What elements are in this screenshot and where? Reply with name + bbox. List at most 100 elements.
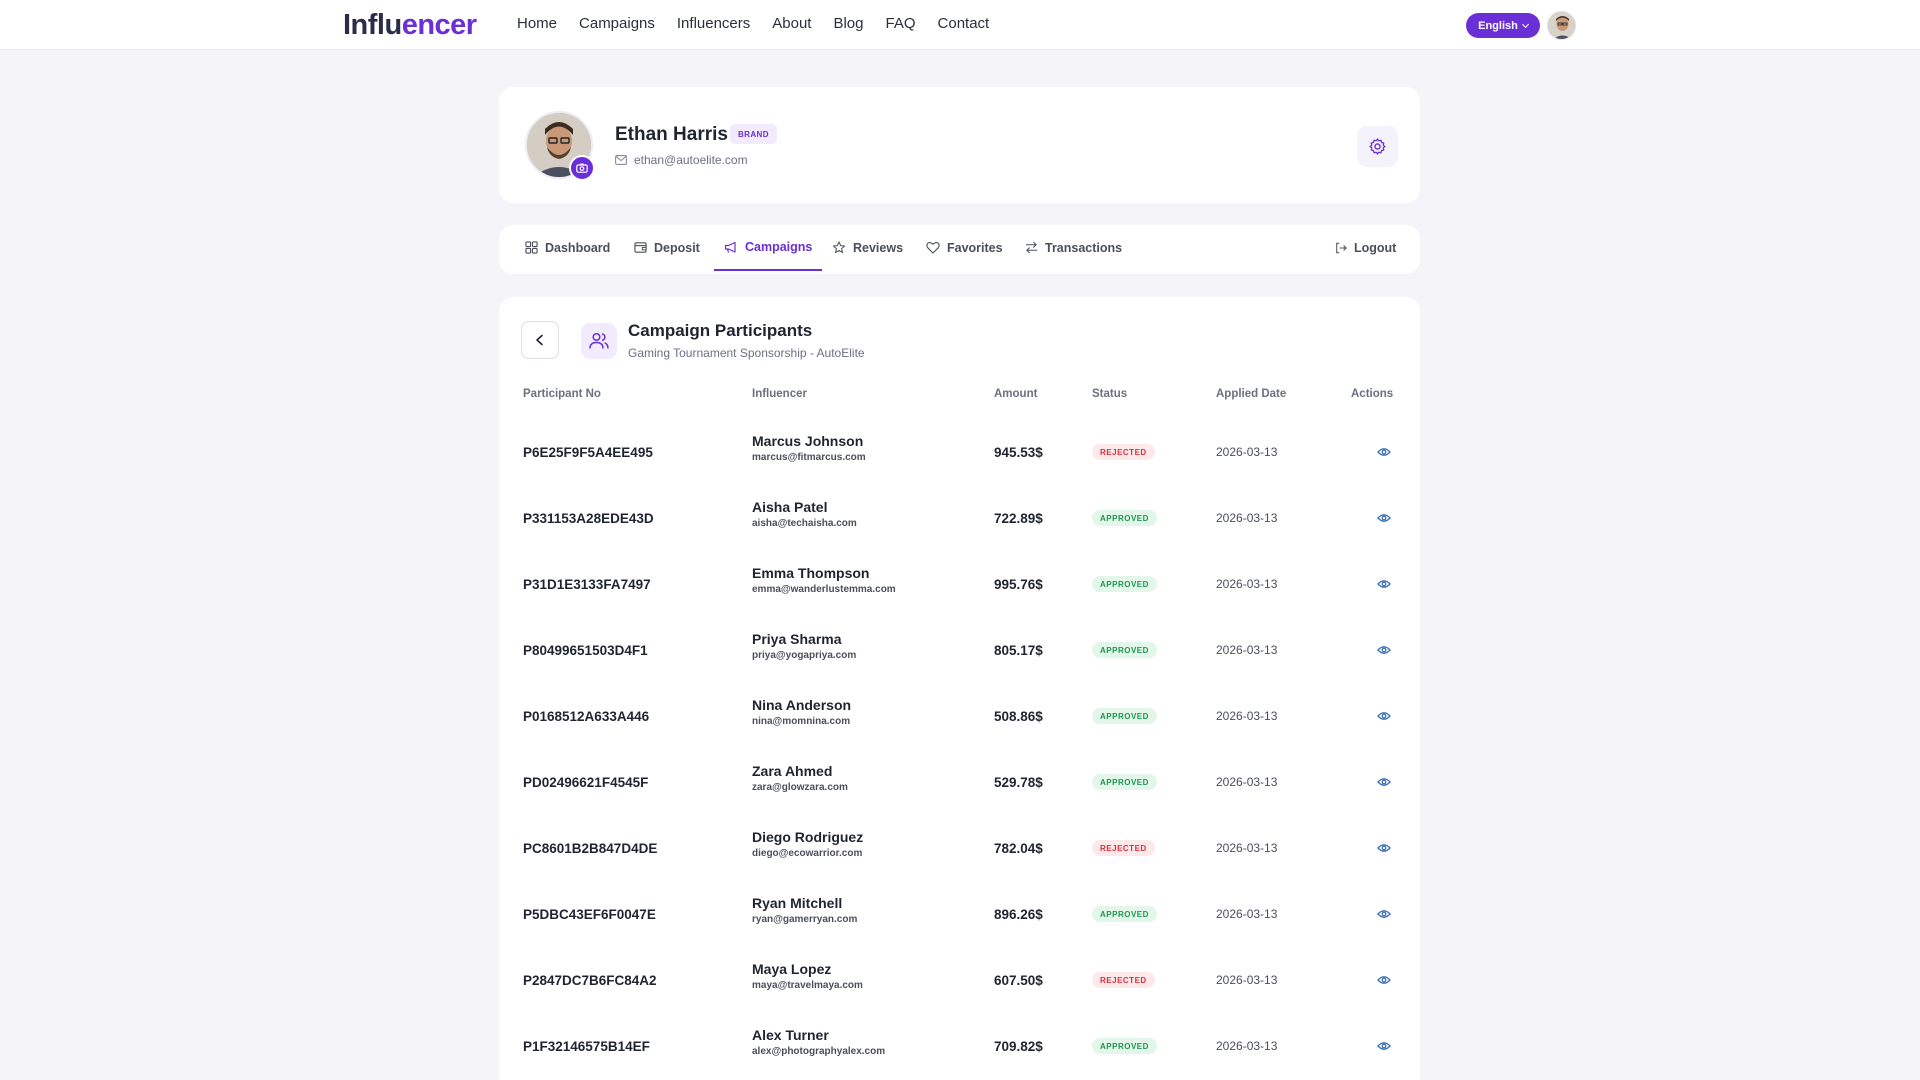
column-header-influencer[interactable]: Influencer [752,388,807,400]
participant-no: P31D1E3133FA7497 [523,576,651,592]
view-participant-button[interactable] [1376,445,1392,459]
table-row: P331153A28EDE43D Aisha Patel aisha@techais… [499,485,1420,551]
applied-date: 2026-03-13 [1216,973,1278,987]
tab-deposit[interactable]: Deposit [634,225,700,270]
role-badge: BRAND [730,124,777,144]
nav-blog[interactable]: Blog [833,15,864,32]
view-participant-button[interactable] [1376,775,1392,789]
nav-home[interactable]: Home [517,15,558,32]
arrows-icon [1025,241,1038,254]
influencer-email: priya@yogapriya.com [752,650,857,661]
user-avatar[interactable] [1547,11,1576,40]
column-header-participant-no[interactable]: Participant No [523,388,601,400]
settings-button[interactable] [1357,126,1398,167]
influencer-cell: Zara Ahmed zara@glowzara.com [752,763,848,793]
nav-about[interactable]: About [772,15,812,32]
tab-favorites[interactable]: Favorites [926,225,1003,270]
status-badge: REJECTED [1092,840,1155,856]
view-participant-button[interactable] [1376,1039,1392,1053]
influencer-name[interactable]: Zara Ahmed [752,763,833,779]
main-nav: Home Campaigns Influencers About Blog FA… [517,15,989,32]
eye-icon [1377,844,1391,852]
column-header-applied-date[interactable]: Applied Date [1216,388,1287,400]
influencer-cell: Emma Thompson emma@wanderlustemma.com [752,565,896,595]
influencer-cell: Ryan Mitchell ryan@gamerryan.com [752,895,857,925]
column-header-amount[interactable]: Amount [994,388,1038,400]
participants-subtitle: Gaming Tournament Sponsorship - AutoElit… [628,346,865,360]
influencer-email: maya@travelmaya.com [752,980,863,991]
influencer-email: diego@ecowarrior.com [752,848,863,859]
influencer-email: marcus@fitmarcus.com [752,452,866,463]
influencer-cell: Alex Turner alex@photographyalex.com [752,1027,885,1057]
status-badge: APPROVED [1092,774,1157,790]
mail-icon [615,155,627,165]
table-row: P5DBC43EF6F0047E Ryan Mitchell ryan@gamerr… [499,881,1420,947]
influencer-name[interactable]: Alex Turner [752,1027,829,1043]
participants-card: Campaign Participants Gaming Tournament … [499,297,1420,1080]
participants-title-icon-box [581,323,617,359]
view-participant-button[interactable] [1376,709,1392,723]
influencer-name[interactable]: Marcus Johnson [752,433,864,449]
amount: 607.50$ [994,972,1043,988]
applied-date: 2026-03-13 [1216,445,1278,459]
nav-contact[interactable]: Contact [937,15,990,32]
eye-icon [1377,448,1391,456]
heart-icon [926,242,940,254]
tab-campaigns[interactable]: Campaigns [714,225,823,271]
users-icon [589,332,609,349]
influencer-cell: Nina Anderson nina@momnina.com [752,697,851,727]
influencer-cell: Diego Rodriguez diego@ecowarrior.com [752,829,863,859]
status-badge: APPROVED [1092,510,1157,526]
participants-title: Campaign Participants [628,321,813,340]
back-button[interactable] [521,321,559,359]
column-header-status[interactable]: Status [1092,388,1128,400]
view-participant-button[interactable] [1376,841,1392,855]
influencer-name[interactable]: Maya Lopez [752,961,832,977]
tab-dashboard[interactable]: Dashboard [525,225,610,270]
nav-campaigns[interactable]: Campaigns [579,15,655,32]
applied-date: 2026-03-13 [1216,643,1278,657]
language-selector[interactable]: English [1466,13,1540,38]
influencer-name[interactable]: Aisha Patel [752,499,828,515]
amount: 896.26$ [994,906,1043,922]
language-label: English [1478,19,1518,32]
nav-influencers[interactable]: Influencers [676,15,751,32]
eye-icon [1377,1042,1391,1050]
profile-avatar-wrapper [525,111,595,181]
influencer-name[interactable]: Priya Sharma [752,631,842,647]
top-navbar: Influencer Home Campaigns Influencers Ab… [0,0,1920,50]
influencer-name[interactable]: Ryan Mitchell [752,895,843,911]
logout-button[interactable]: Logout [1335,225,1396,270]
influencer-name[interactable]: Emma Thompson [752,565,870,581]
view-participant-button[interactable] [1376,973,1392,987]
eye-icon [1377,976,1391,984]
change-photo-button[interactable] [569,155,595,181]
view-participant-button[interactable] [1376,643,1392,657]
view-participant-button[interactable] [1376,511,1392,525]
tab-reviews[interactable]: Reviews [832,225,903,270]
eye-icon [1377,580,1391,588]
participant-no: P1F32146575B14EF [523,1038,650,1054]
megaphone-icon [724,241,736,253]
eye-icon [1377,778,1391,786]
eye-icon [1377,646,1391,654]
logo[interactable]: Influencer [343,9,477,41]
eye-icon [1377,514,1391,522]
table-row: P1F32146575B14EF Alex Turner alex@photogra… [499,1013,1420,1079]
influencer-email: zara@glowzara.com [752,782,848,793]
influencer-name[interactable]: Diego Rodriguez [752,829,864,845]
applied-date: 2026-03-13 [1216,841,1278,855]
applied-date: 2026-03-13 [1216,1039,1278,1053]
profile-tabs: Dashboard Deposit Campaigns Reviews Favo… [499,225,1420,274]
status-badge: APPROVED [1092,906,1157,922]
nav-faq[interactable]: FAQ [885,15,916,32]
view-participant-button[interactable] [1376,577,1392,591]
participant-no: P2847DC7B6FC84A2 [523,972,657,988]
table-row: PC8601B2B847D4DE Diego Rodriguez diego@eco… [499,815,1420,881]
influencer-email: ryan@gamerryan.com [752,914,858,925]
applied-date: 2026-03-13 [1216,709,1278,723]
tab-transactions[interactable]: Transactions [1025,225,1122,270]
influencer-name[interactable]: Nina Anderson [752,697,852,713]
view-participant-button[interactable] [1376,907,1392,921]
applied-date: 2026-03-13 [1216,577,1278,591]
